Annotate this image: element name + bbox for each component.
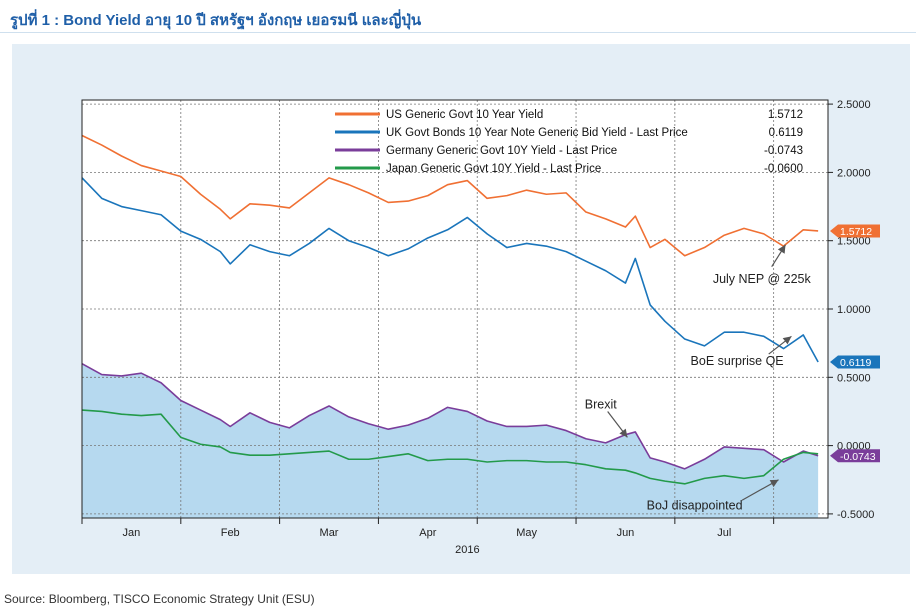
x-tick-label: Mar [320, 527, 339, 539]
x-tick-label: Jun [617, 527, 635, 539]
yield-chart: 2.50002.00001.50001.00000.50000.0000-0.5… [81, 99, 880, 556]
y-tick-label: -0.5000 [837, 509, 874, 521]
x-axis-year-label: 2016 [455, 544, 479, 556]
annotation-label: July NEP @ 225k [713, 272, 812, 286]
series-line-de [81, 362, 819, 470]
y-tick-label: 2.5000 [837, 99, 871, 111]
y-tick-label: 0.5000 [837, 372, 871, 384]
source-note: Source: Bloomberg, TISCO Economic Strate… [4, 592, 315, 606]
annotation-label: BoJ disappointed [647, 499, 743, 513]
annotation-arrowhead [782, 336, 792, 345]
y-tick-label: 2.0000 [837, 167, 871, 179]
annotation-arrowhead [619, 428, 628, 438]
x-tick-label: May [516, 527, 537, 539]
annotation-label: Brexit [585, 398, 617, 412]
x-tick-label: Apr [419, 527, 436, 539]
legend-value-de: -0.0743 [764, 145, 803, 157]
end-tag-label-us: 1.5712 [840, 226, 872, 238]
end-tag-us [830, 224, 880, 238]
end-tag-uk [830, 355, 880, 369]
end-tag-de [830, 449, 880, 463]
x-tick-label: Jul [717, 527, 731, 539]
legend-value-us: 1.5712 [768, 109, 803, 121]
y-tick-label: 1.5000 [837, 236, 871, 248]
x-tick-label: Jan [123, 527, 141, 539]
figure-title: รูปที่ 1 : Bond Yield อายุ 10 ปี สหรัฐฯ … [10, 12, 422, 29]
annotation-label: BoE surprise QE [691, 354, 784, 368]
series-area-de [82, 363, 819, 518]
series-line-jp [81, 409, 819, 485]
end-tag-label-de: -0.0743 [840, 451, 876, 463]
legend-value-jp: -0.0600 [764, 163, 803, 175]
annotation-arrowhead [769, 479, 779, 488]
series-line-uk [81, 177, 819, 363]
legend-value-uk: 0.6119 [769, 127, 803, 139]
title-underline [0, 32, 916, 33]
y-tick-label: 1.0000 [837, 304, 871, 316]
legend-label-us: US Generic Govt 10 Year Yield [386, 109, 543, 121]
legend-label-jp: Japan Generic Govt 10Y Yield - Last Pric… [386, 163, 601, 175]
legend-label-uk: UK Govt Bonds 10 Year Note Generic Bid Y… [386, 127, 688, 139]
series-line-us [81, 134, 819, 257]
end-tag-label-uk: 0.6119 [840, 357, 871, 369]
annotation-arrowhead [777, 244, 786, 254]
x-tick-label: Feb [221, 527, 240, 539]
legend-label-de: Germany Generic Govt 10Y Yield - Last Pr… [386, 145, 617, 157]
chart-panel: 2.5000 2.0000 1.5000 1.0000 0.5000 0.0000 -0.5… [12, 44, 910, 574]
